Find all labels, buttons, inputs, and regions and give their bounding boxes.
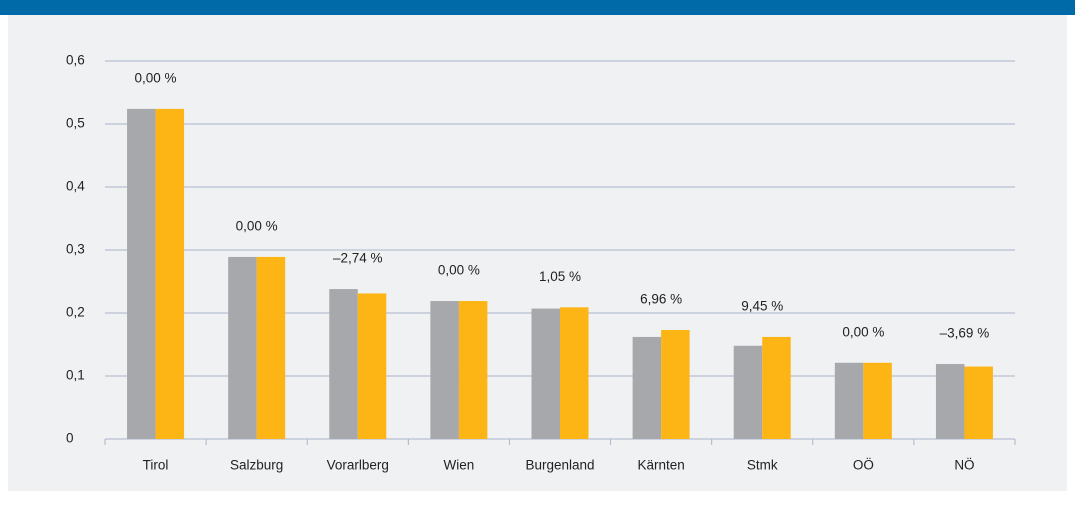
x-tick-label: Salzburg	[230, 458, 283, 473]
bar	[964, 366, 993, 439]
annotation: 0,00 %	[438, 263, 480, 278]
bar	[863, 362, 892, 439]
annotation: –3,69 %	[940, 326, 990, 341]
bar	[632, 336, 662, 439]
annotation: 6,96 %	[640, 292, 682, 307]
y-tick-label: 0,2	[66, 305, 85, 320]
bar	[357, 293, 387, 439]
x-tick-label: Kärnten	[637, 458, 684, 473]
bar	[430, 301, 459, 439]
x-tick-label: OÖ	[853, 458, 874, 473]
x-tick-label: Burgenland	[525, 458, 594, 473]
annotation: –2,74 %	[333, 251, 383, 266]
annotation: 0,00 %	[236, 218, 278, 233]
x-tick-label: Vorarlberg	[327, 458, 389, 473]
bar	[661, 330, 690, 439]
bar	[762, 336, 791, 439]
y-tick-label: 0	[66, 431, 74, 446]
annotation: 0,00 %	[842, 324, 884, 339]
bar	[531, 308, 560, 439]
bar	[935, 364, 965, 439]
header-bar	[0, 0, 1075, 15]
bar	[560, 307, 589, 439]
y-tick-label: 0,1	[66, 368, 85, 383]
y-tick-label: 0,4	[66, 179, 85, 194]
bar	[256, 256, 286, 439]
y-tick-label: 0,6	[66, 53, 85, 68]
annotation: 9,45 %	[741, 299, 783, 314]
bar	[127, 108, 156, 439]
x-tick-label: Wien	[444, 458, 475, 473]
bar	[155, 108, 185, 439]
bar	[329, 289, 358, 439]
bar	[458, 301, 488, 439]
annotation: 0,00 %	[135, 70, 177, 85]
y-tick-label: 0,5	[66, 116, 85, 131]
bar	[228, 256, 257, 439]
x-tick-label: Tirol	[143, 458, 169, 473]
bar	[733, 345, 763, 439]
annotation: 1,05 %	[539, 269, 581, 284]
x-tick-label: Stmk	[747, 458, 778, 473]
y-tick-label: 0,3	[66, 242, 85, 257]
x-tick-label: NÖ	[954, 458, 974, 473]
bar	[834, 362, 864, 439]
